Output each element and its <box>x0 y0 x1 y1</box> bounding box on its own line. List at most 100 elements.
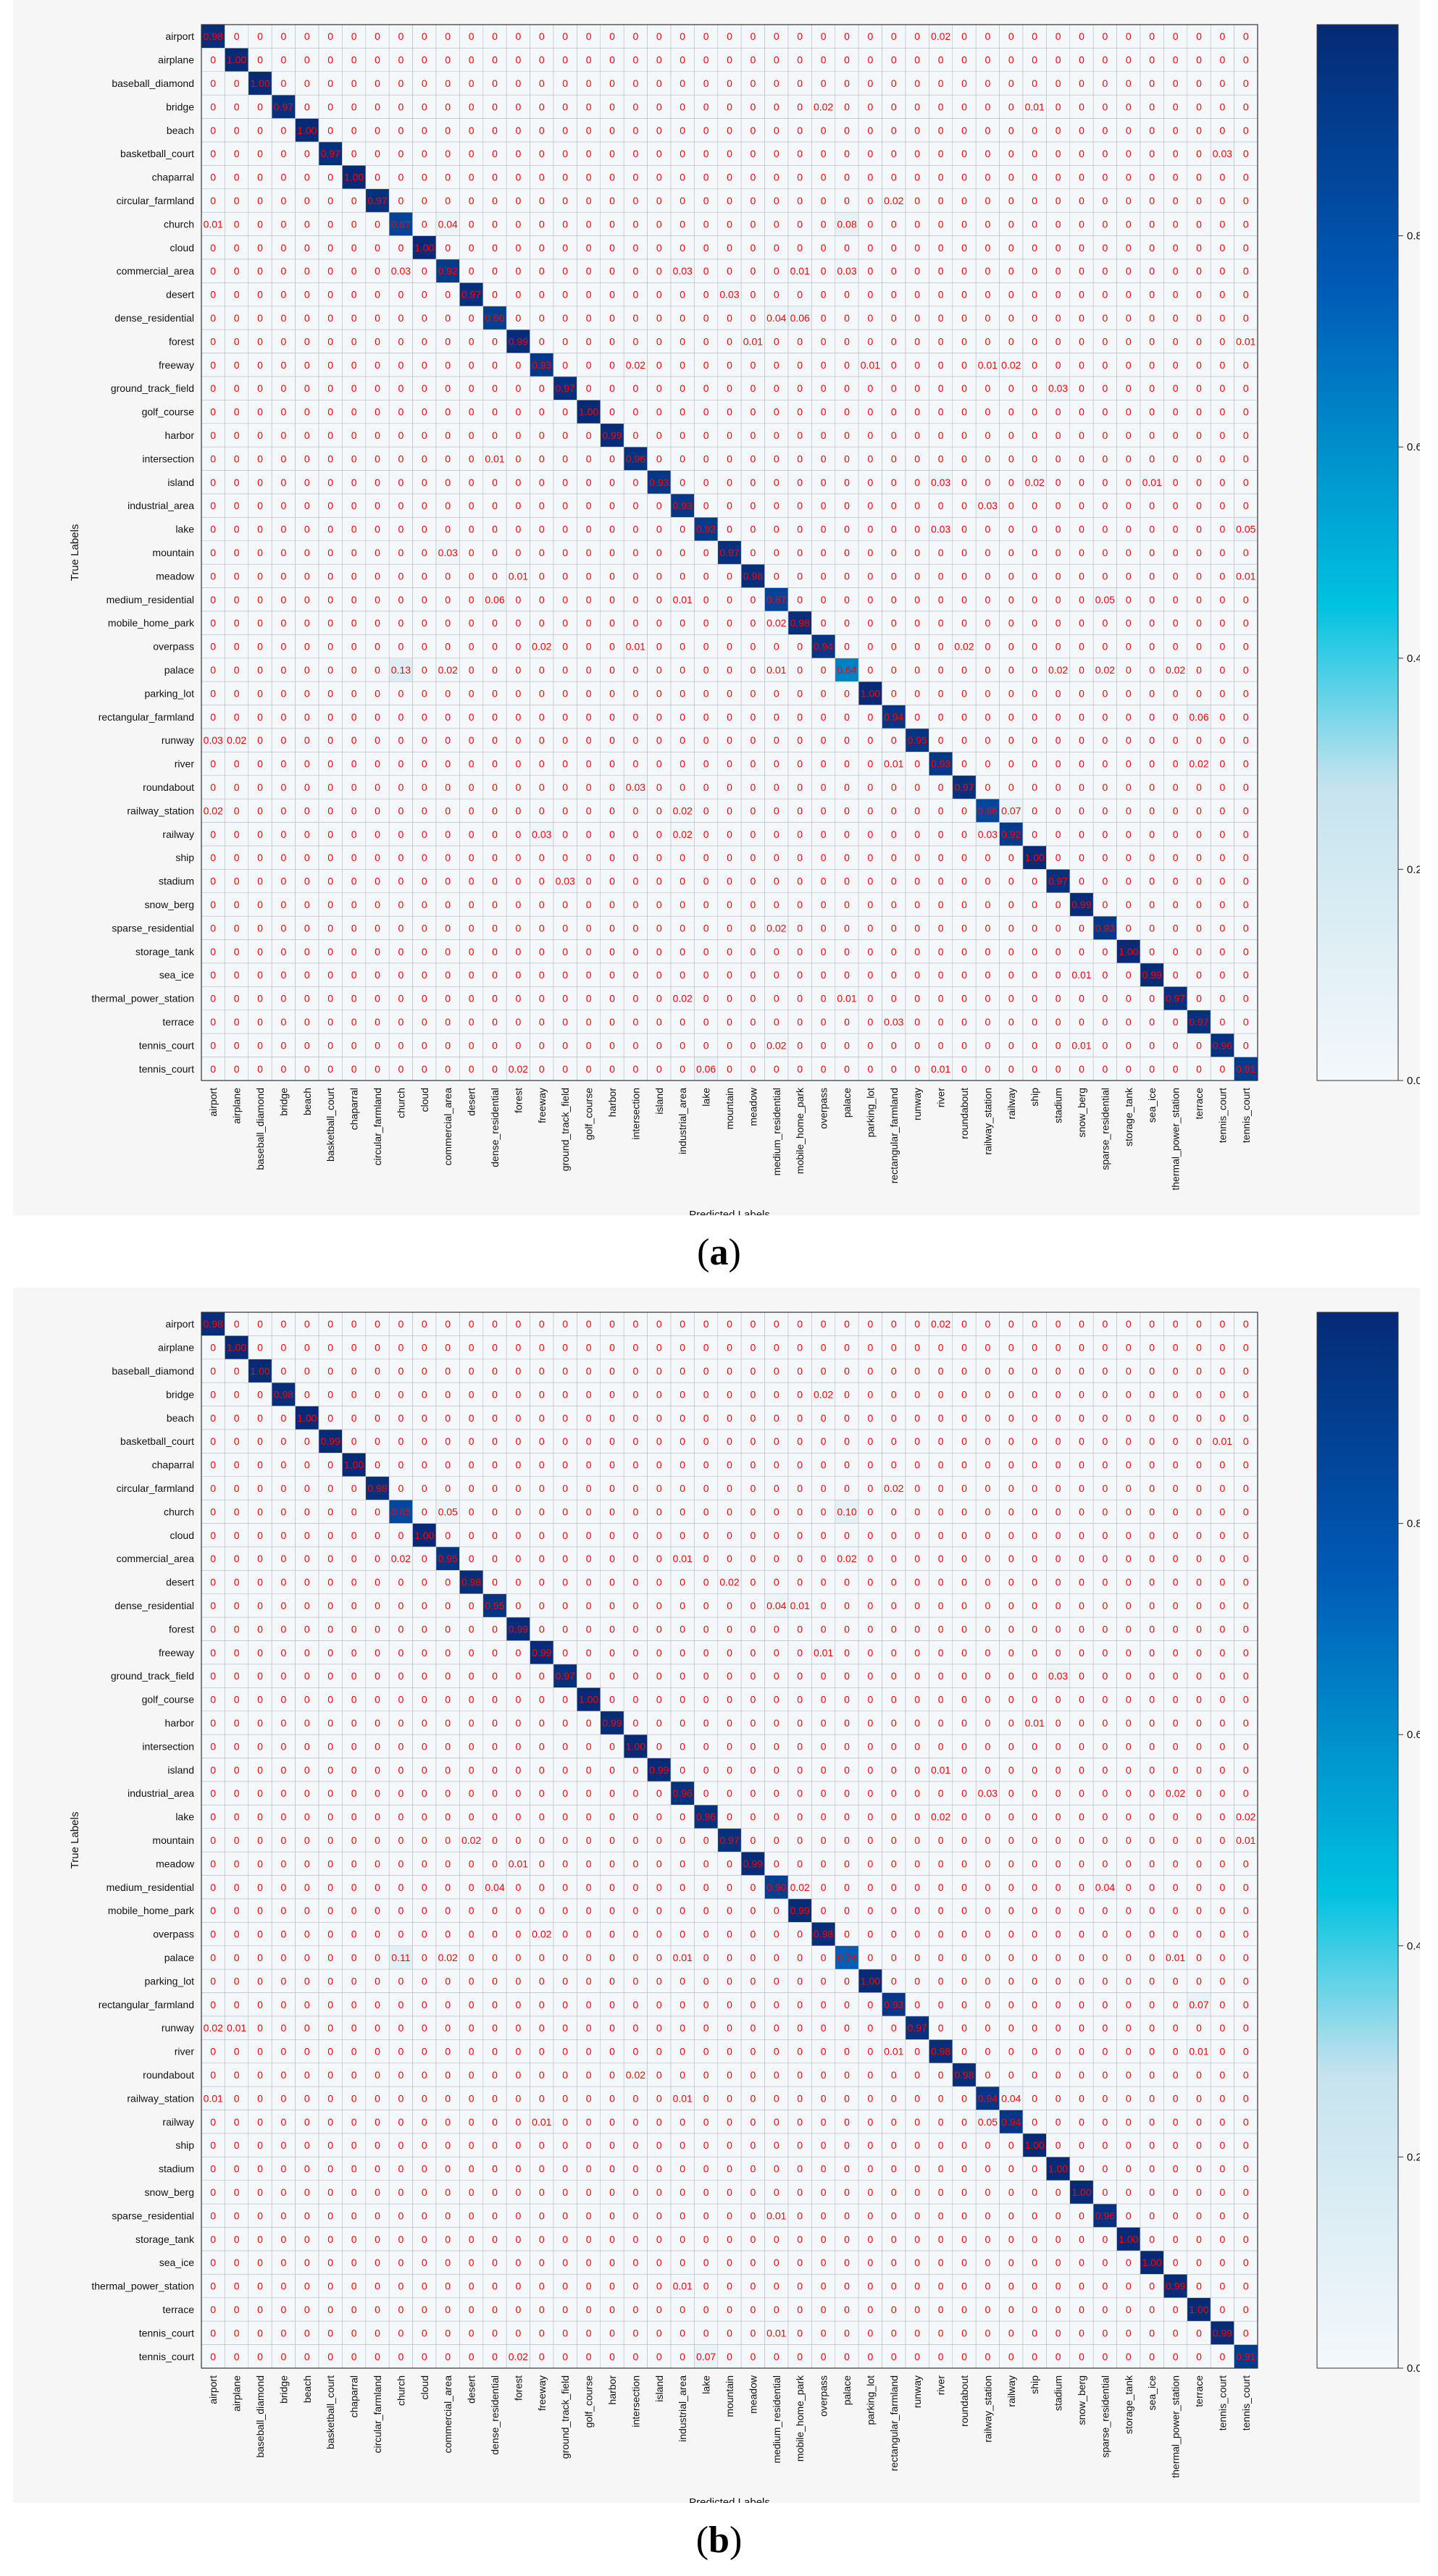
cell-value-label: 0 <box>304 1063 310 1075</box>
cell-value-label: 0 <box>281 805 287 816</box>
cell-value-label: 0 <box>938 594 944 605</box>
cell-value-label: 0 <box>1149 265 1155 277</box>
cell-value-label: 0 <box>1008 406 1014 418</box>
cell-value-label: 0 <box>1220 500 1226 511</box>
cell-value-label: 0 <box>562 453 568 464</box>
cell-value-label: 0 <box>422 899 427 910</box>
cell-value-label: 0.03 <box>626 781 645 793</box>
cell-value-label: 0 <box>914 101 920 112</box>
cell-value-label: 0 <box>1196 477 1202 488</box>
cell-value-label: 0 <box>398 711 404 723</box>
cell-value-label: 0.02 <box>626 359 645 371</box>
heatmap-cell <box>670 24 695 49</box>
cell-value-label: 0 <box>210 641 216 653</box>
heatmap-cell <box>435 165 460 190</box>
cell-value-label: 0 <box>609 382 615 394</box>
cell-value-label: 0 <box>844 242 850 253</box>
cell-value-label: 0 <box>609 805 615 816</box>
cell-value-label: 0 <box>844 406 850 418</box>
y-tick-label: chaparral <box>152 172 194 183</box>
cell-value-label: 0 <box>1032 570 1037 582</box>
cell-value-label: 0 <box>609 101 615 112</box>
heatmap-cell <box>623 94 648 119</box>
heatmap-cell <box>248 94 272 119</box>
cell-value-label: 0 <box>656 1063 662 1075</box>
cell-value-label: 0 <box>210 876 216 887</box>
heatmap-cell <box>740 306 765 330</box>
heatmap-cell <box>764 71 789 96</box>
cell-value-label: 0 <box>304 453 310 464</box>
cell-value-label: 0 <box>234 77 240 89</box>
cell-value-label: 0 <box>1008 876 1014 887</box>
cell-value-label: 0 <box>586 359 592 371</box>
cell-value-label: 0 <box>492 1063 498 1075</box>
cell-value-label: 0 <box>797 101 803 112</box>
cell-value-label: 1.00 <box>579 406 598 418</box>
heatmap-cell <box>623 329 648 353</box>
cell-value-label: 0.02 <box>532 641 551 653</box>
cell-value-label: 0 <box>234 711 240 723</box>
cell-value-label: 0 <box>257 312 263 324</box>
heatmap-cell <box>225 141 249 166</box>
cell-value-label: 0 <box>398 547 404 558</box>
confusion-matrix-chart-a: 0.98 0 0 0 0 0 0 0 0 0 0 0 0 0 0 0 0 0 0 0 0 0 0 0 0 0 0 0 0 0 0 0.02 0 0… <box>69 24 1420 1215</box>
cell-value-label: 0 <box>398 382 404 394</box>
heatmap-cell <box>1046 188 1071 213</box>
y-tick-label: golf_course <box>142 406 195 418</box>
cell-value-label: 0 <box>656 172 662 183</box>
cell-value-label: 0 <box>210 758 216 770</box>
heatmap-cell <box>459 329 484 353</box>
cell-value-label: 0 <box>1055 734 1061 746</box>
cell-value-label: 0 <box>751 899 756 910</box>
cell-value-label: 0 <box>1149 828 1155 840</box>
cell-value-label: 0 <box>234 781 240 793</box>
cell-value-label: 0 <box>304 429 310 441</box>
cell-value-label: 0 <box>1103 781 1108 793</box>
heatmap-cell <box>764 211 789 236</box>
cell-value-label: 0 <box>727 1063 732 1075</box>
cell-value-label: 0 <box>656 617 662 629</box>
cell-value-label: 0 <box>774 195 779 206</box>
cell-value-label: 0 <box>304 852 310 863</box>
cell-value-label: 0 <box>586 852 592 863</box>
cell-value-label: 0 <box>375 242 380 253</box>
heatmap-cell <box>1069 329 1094 353</box>
heatmap-cell <box>623 306 648 330</box>
cell-value-label: 0 <box>961 1016 967 1028</box>
cell-value-label: 0 <box>985 172 991 183</box>
y-tick-label: desert <box>166 289 194 301</box>
cell-value-label: 0 <box>469 899 475 910</box>
cell-value-label: 0 <box>1055 547 1061 558</box>
cell-value-label: 0 <box>1220 876 1226 887</box>
heatmap-cell <box>1140 259 1164 283</box>
cell-value-label: 0 <box>633 946 639 957</box>
cell-value-label: 0 <box>469 125 475 136</box>
cell-value-label: 0 <box>609 195 615 206</box>
cell-value-label: 0 <box>539 922 545 934</box>
cell-value-label: 0 <box>703 429 709 441</box>
heatmap-cell <box>975 306 1000 330</box>
cell-value-label: 0 <box>469 852 475 863</box>
cell-value-label: 0 <box>703 242 709 253</box>
cell-value-label: 0 <box>703 899 709 910</box>
cell-value-label: 0 <box>1103 1063 1108 1075</box>
cell-value-label: 0 <box>751 1063 756 1075</box>
cell-value-label: 0 <box>1079 54 1084 66</box>
heatmap-cell <box>787 118 812 143</box>
cell-value-label: 0 <box>656 125 662 136</box>
cell-value-label: 0 <box>1032 922 1037 934</box>
cell-value-label: 0 <box>1243 406 1249 418</box>
x-tick-label: runway <box>911 1088 923 1120</box>
cell-value-label: 0 <box>914 77 920 89</box>
cell-value-label: 0 <box>821 805 827 816</box>
cell-value-label: 0 <box>1173 1063 1179 1075</box>
cell-value-label: 0 <box>304 172 310 183</box>
cell-value-label: 0 <box>1008 477 1014 488</box>
x-tick-label: palace <box>841 1088 853 1117</box>
heatmap-cell <box>600 353 624 377</box>
cell-value-label: 0 <box>938 993 944 1004</box>
cell-value-label: 0 <box>656 664 662 676</box>
heatmap-cell <box>975 141 1000 166</box>
x-tick-label: mobile_home_park <box>794 1087 806 1174</box>
cell-value-label: 0 <box>492 711 498 723</box>
